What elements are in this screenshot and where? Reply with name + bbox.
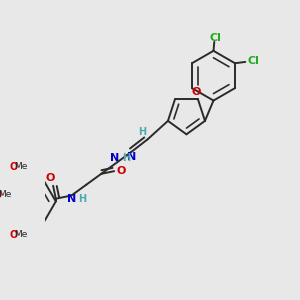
Text: O: O	[9, 162, 17, 172]
Text: H: H	[78, 194, 86, 204]
Text: O: O	[116, 166, 126, 176]
Text: O: O	[192, 87, 201, 97]
Text: H: H	[138, 127, 146, 137]
Text: O: O	[0, 190, 1, 200]
Text: Me: Me	[0, 190, 11, 199]
Text: O: O	[46, 173, 55, 183]
Text: N: N	[127, 152, 136, 162]
Text: Cl: Cl	[210, 33, 222, 43]
Text: N: N	[110, 153, 119, 164]
Text: Me: Me	[14, 162, 27, 171]
Text: N: N	[68, 194, 76, 204]
Text: O: O	[9, 230, 17, 241]
Text: H: H	[122, 153, 130, 163]
Text: Me: Me	[14, 230, 27, 239]
Text: Cl: Cl	[248, 56, 259, 66]
